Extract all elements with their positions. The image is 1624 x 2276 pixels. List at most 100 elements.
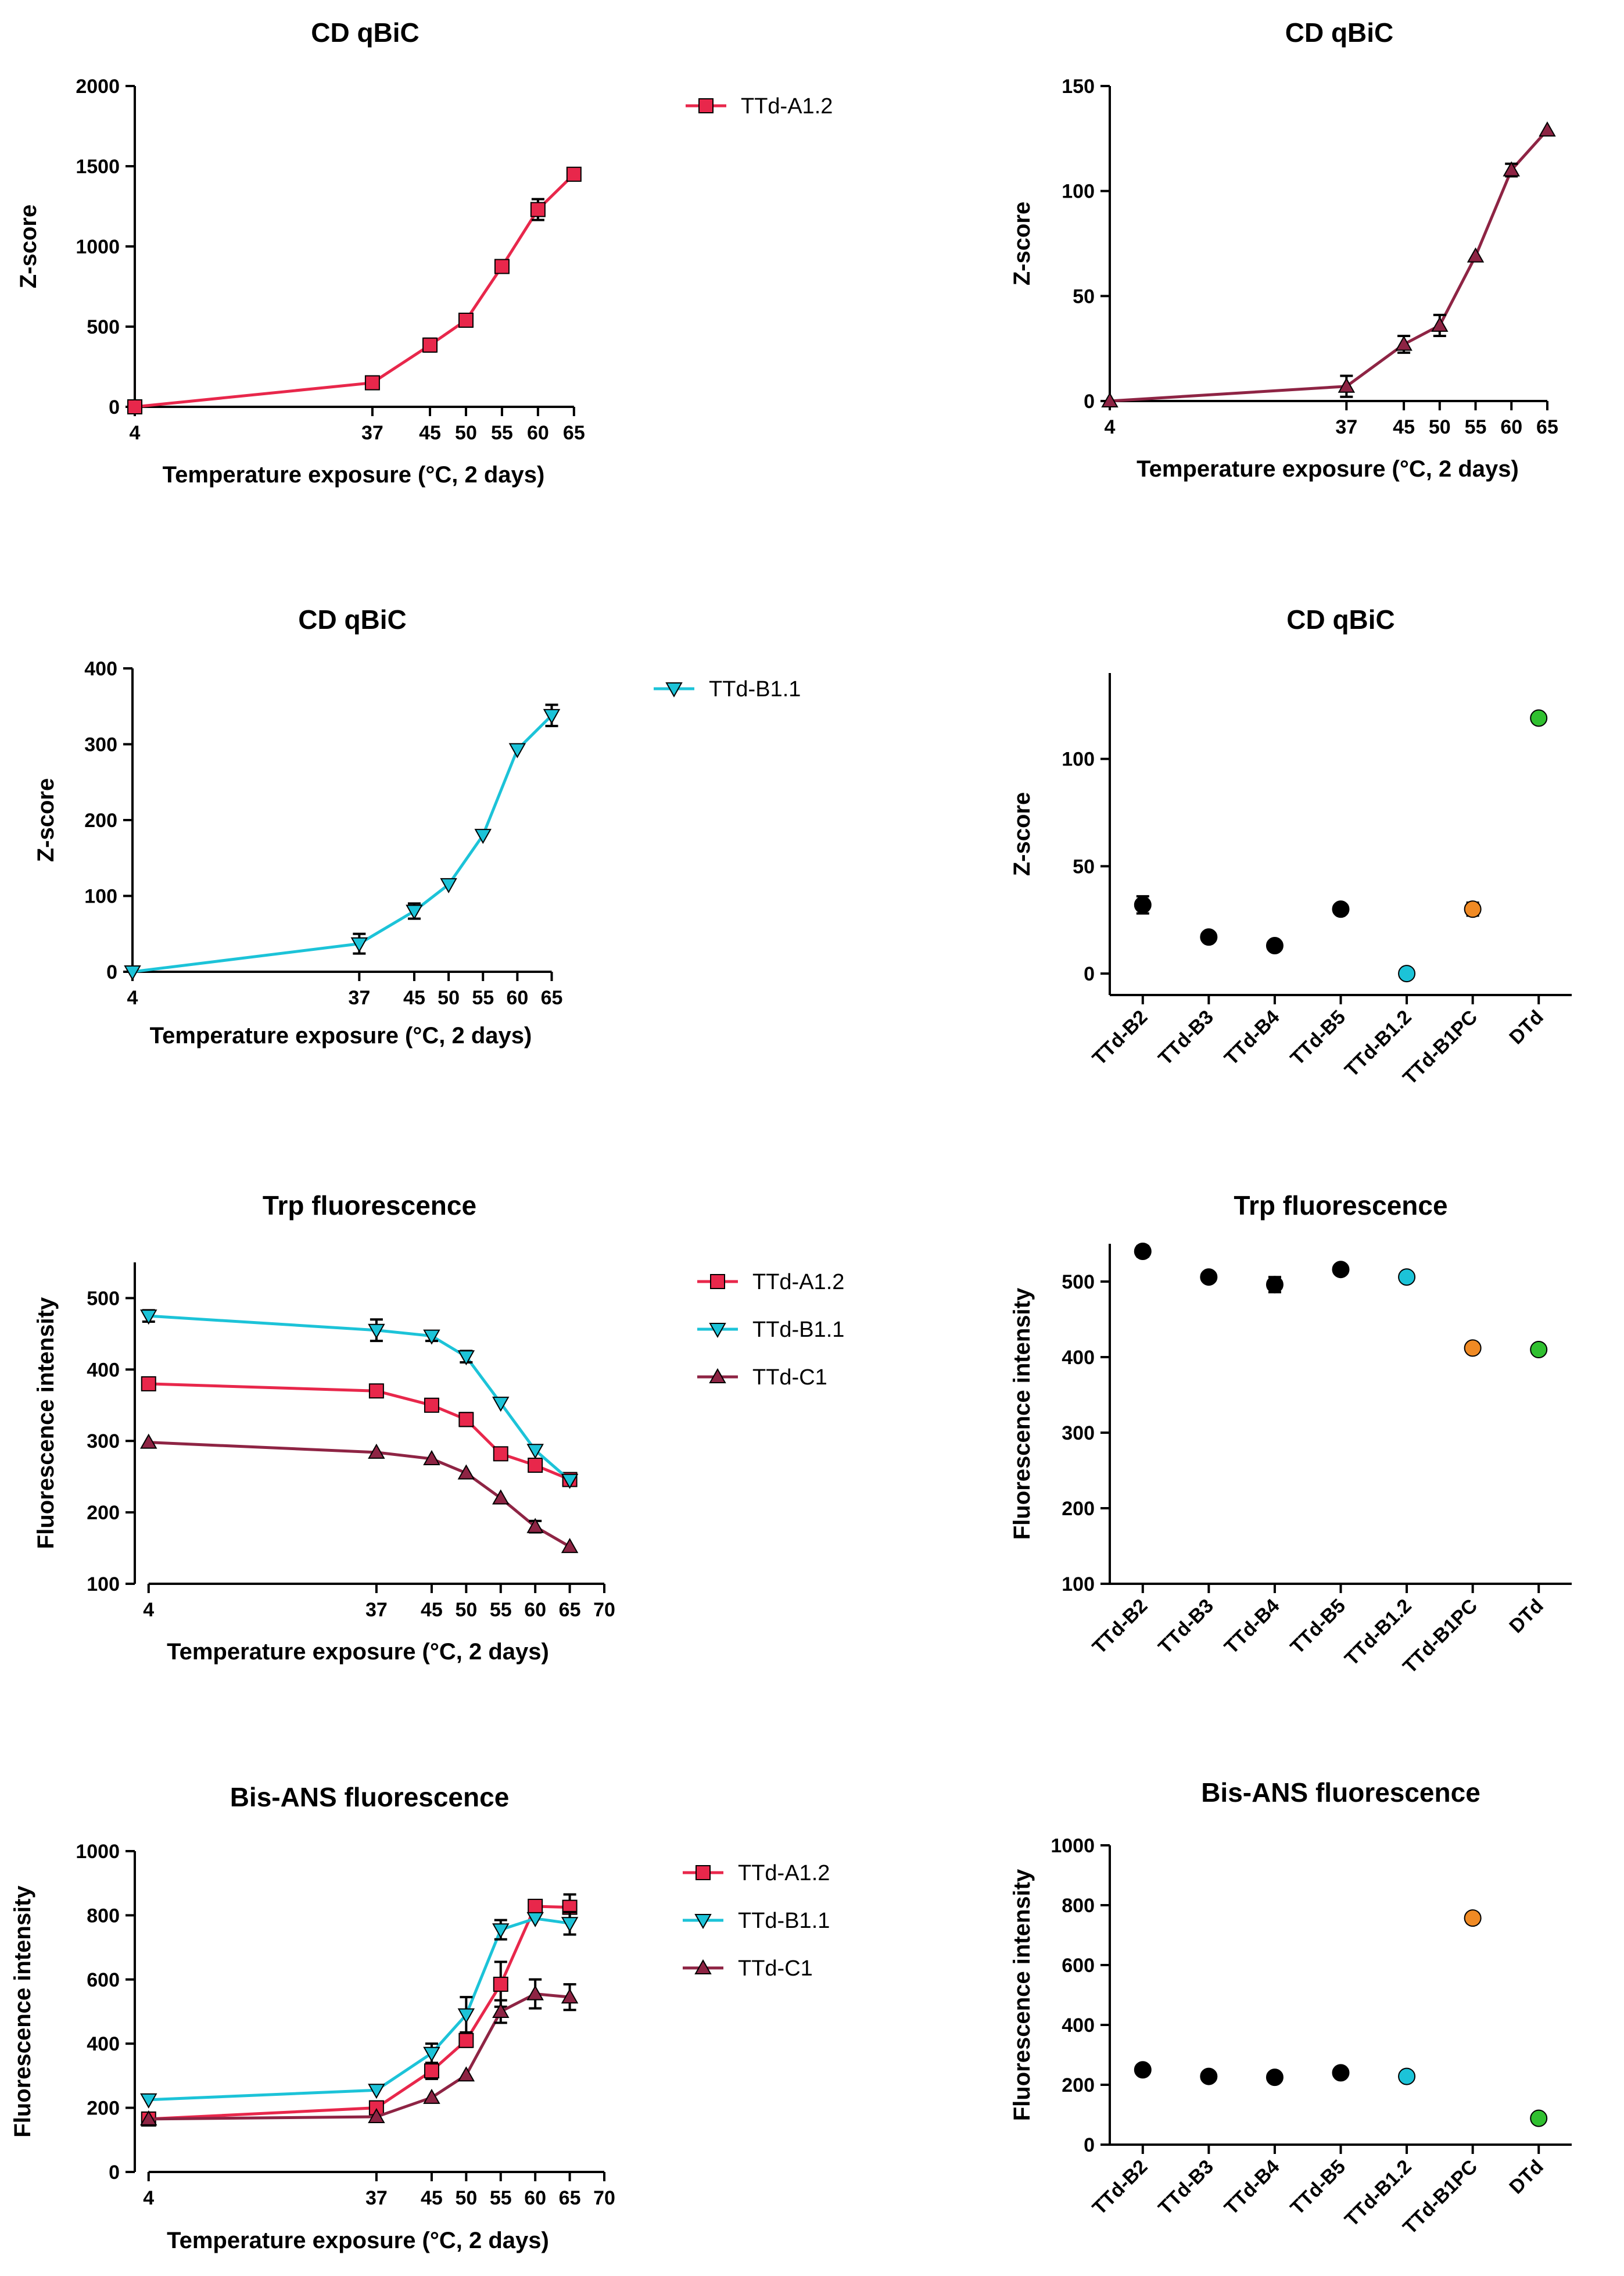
legend-label: TTd-B1.1	[738, 1909, 830, 1933]
legend-label: TTd-B1.1	[709, 677, 801, 702]
data-point	[526, 1985, 544, 2001]
data-point	[493, 1977, 508, 1992]
x-tick-label: TTd-B2	[1088, 1006, 1152, 1070]
x-tick-label: 37	[365, 2187, 388, 2209]
data-point	[368, 1323, 385, 1339]
data-point	[423, 1329, 440, 1345]
x-tick-label: 55	[490, 1599, 512, 1621]
x-tick-label: TTd-B2	[1088, 1595, 1152, 1659]
chart-title: Bis-ANS fluorescence	[1201, 1777, 1480, 1808]
data-point	[457, 1350, 475, 1366]
y-tick-label: 100	[84, 886, 117, 908]
data-point-ttd-b5	[1332, 1261, 1350, 1279]
x-tick-label: 4	[130, 422, 141, 444]
x-tick-label: 60	[1500, 416, 1522, 438]
y-tick-label: 0	[106, 961, 117, 983]
x-tick-label: TTd-B4	[1220, 2156, 1284, 2220]
x-tick-label: 37	[1335, 416, 1357, 438]
x-tick-label: TTd-B3	[1154, 2156, 1218, 2220]
x-tick-label: 65	[563, 422, 585, 444]
y-tick-label: 300	[1062, 1422, 1095, 1444]
x-axis-label: Temperature exposure (°C, 2 days)	[167, 1639, 549, 1665]
x-tick-label: 55	[1465, 416, 1487, 438]
series-ttd-b1-1	[140, 1309, 579, 1489]
x-tick-label: TTd-B5	[1286, 2156, 1350, 2220]
x-tick-label: 45	[403, 987, 425, 1009]
data-point	[458, 2032, 474, 2048]
legend-marker	[698, 98, 714, 113]
x-tick-label: 45	[1393, 416, 1415, 438]
x-tick-label: 60	[527, 422, 549, 444]
data-point-ttd-b1pc	[1464, 1339, 1482, 1357]
x-tick-label: 45	[421, 1599, 443, 1621]
x-tick-label: 4	[1105, 416, 1116, 438]
x-tick-label: 45	[421, 2187, 443, 2209]
data-point	[526, 1444, 544, 1459]
legend-label: TTd-B1.1	[752, 1318, 844, 1342]
data-point-ttd-b4	[1265, 2069, 1284, 2087]
data-point-ttd-b3	[1200, 1268, 1218, 1286]
data-point	[140, 1433, 157, 1449]
data-point	[530, 202, 546, 217]
y-tick-label: 0	[109, 396, 120, 418]
y-tick-label: 150	[1062, 76, 1095, 98]
data-point	[457, 2008, 475, 2024]
data-point	[1395, 335, 1413, 351]
y-axis-label: Z-score	[33, 778, 59, 863]
data-point	[1338, 377, 1356, 393]
x-axis-label: Temperature exposure (°C, 2 days)	[163, 462, 545, 488]
x-tick-label: 65	[559, 1599, 581, 1621]
data-point	[494, 259, 510, 274]
y-axis-label: Fluorescence intensity	[10, 1885, 35, 2138]
series-line	[1109, 129, 1548, 403]
data-point	[492, 1489, 510, 1505]
data-points	[1134, 1243, 1548, 1358]
data-point	[561, 1538, 579, 1554]
data-point	[508, 743, 526, 758]
x-tick-label: 50	[438, 987, 460, 1009]
x-tick-label: 4	[127, 987, 138, 1009]
legend: TTd-B1.1	[654, 677, 801, 702]
data-point	[423, 2088, 440, 2104]
data-point	[423, 2046, 440, 2062]
series-ttd-b1-1	[140, 1910, 579, 2109]
data-point	[422, 337, 438, 353]
y-tick-label: 400	[84, 658, 117, 680]
x-tick-label: 37	[361, 422, 383, 444]
x-tick-label: DTd	[1505, 1595, 1548, 1638]
data-point	[561, 1988, 579, 2004]
y-tick-label: 400	[1062, 2014, 1095, 2037]
x-tick-label: 65	[559, 2187, 581, 2209]
data-point-ttd-b3	[1200, 2067, 1218, 2085]
chart-7: Bis-ANS fluorescence 0 200 400 600 800 1000 4 37…	[10, 1782, 830, 2253]
y-tick-label: 2000	[76, 76, 120, 98]
x-tick-label: DTd	[1505, 1006, 1548, 1049]
data-point	[493, 1446, 508, 1462]
legend-marker	[696, 1865, 711, 1880]
x-tick-label: 37	[348, 987, 370, 1009]
data-point	[141, 1376, 156, 1391]
legend-marker	[694, 1914, 712, 1930]
x-tick-label: TTd-B3	[1154, 1595, 1218, 1659]
data-point	[458, 312, 474, 328]
data-point	[440, 878, 457, 893]
data-point-ttd-b2	[1134, 896, 1152, 914]
data-point	[364, 375, 380, 391]
y-axis-label: Fluorescence intensity	[33, 1297, 59, 1549]
series-series-1	[1101, 121, 1556, 407]
legend-label: TTd-C1	[752, 1365, 827, 1390]
x-tick-label: 37	[365, 1599, 388, 1621]
y-tick-label: 400	[1062, 1347, 1095, 1369]
x-tick-label: 45	[419, 422, 441, 444]
data-point	[406, 904, 423, 920]
data-point	[526, 1912, 544, 1927]
x-tick-label: 50	[455, 1599, 477, 1621]
legend-label: TTd-A1.2	[738, 1861, 830, 1885]
y-tick-label: 400	[87, 1359, 120, 1381]
chart-8: Bis-ANS fluorescence 0 200 400 600 800 1000 TTd…	[1009, 1777, 1572, 2239]
legend-marker	[710, 1274, 725, 1289]
data-point-ttd-b5	[1332, 2064, 1350, 2082]
chart-3: CD qBiC 0 100 200 300 400 4 37 45 50 55 60 65 Tempera…	[33, 604, 801, 1048]
